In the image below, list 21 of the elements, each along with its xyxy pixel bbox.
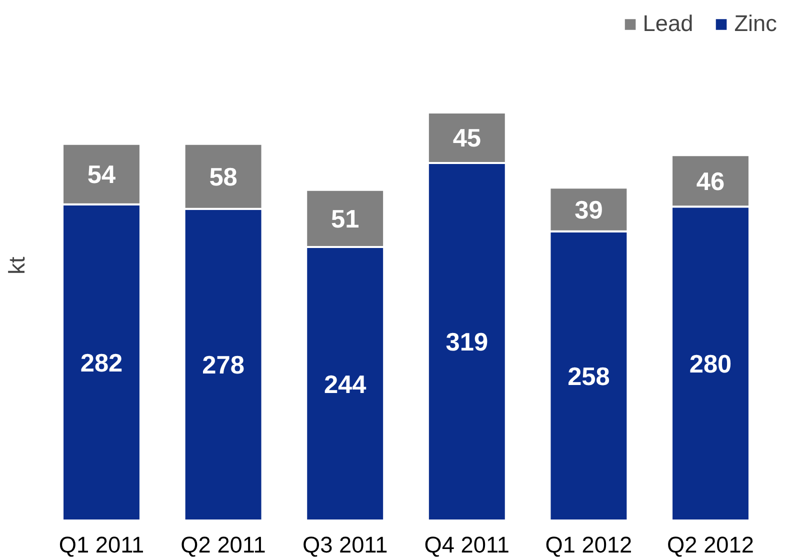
data-label: 278 [202,352,244,380]
data-label: 51 [331,205,360,234]
x-tick-label: Q2 2012 [667,532,754,558]
data-label: 282 [80,349,123,378]
x-tick-label: Q2 2011 [180,532,266,558]
x-tick-label: Q1 2011 [58,532,144,558]
data-label: 319 [446,328,488,357]
data-label: 58 [209,163,238,192]
x-tick-label: Q4 2011 [424,532,510,558]
data-label: 46 [696,168,725,196]
y-axis-title: kt [4,256,30,274]
legend-label: Zinc [734,10,777,37]
data-label: 244 [324,370,366,399]
data-label: 45 [452,124,482,153]
data-label: 39 [574,196,603,224]
data-label: 280 [689,350,732,379]
legend-label: Lead [642,10,694,37]
data-label: 258 [568,362,610,391]
x-tick-label: Q3 2011 [302,532,388,558]
x-tick-label: Q1 2012 [545,532,632,558]
data-label: 54 [87,161,116,190]
